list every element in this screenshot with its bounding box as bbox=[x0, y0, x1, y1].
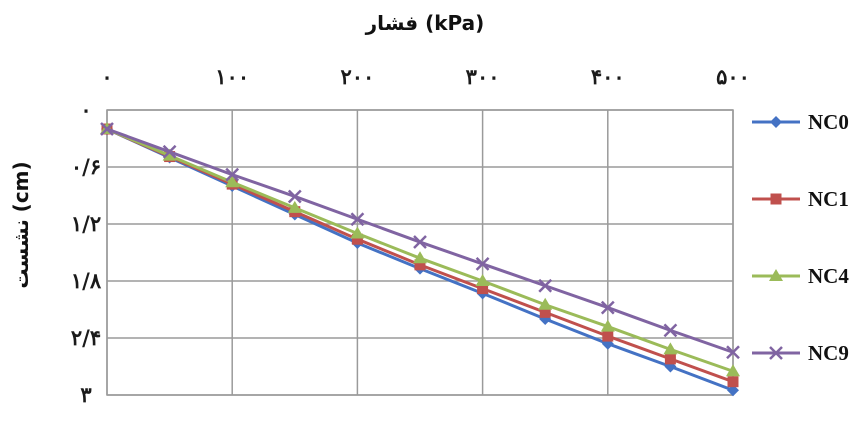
x-tick-labels: ۰ ۱۰۰ ۲۰۰ ۳۰۰ ۴۰۰ ۵۰۰ bbox=[101, 64, 750, 89]
data-point bbox=[770, 193, 782, 205]
y-tick-label: ۳ bbox=[80, 382, 92, 407]
data-point bbox=[287, 200, 302, 213]
data-point bbox=[414, 259, 426, 271]
data-point bbox=[770, 116, 782, 128]
y-tick-label: ۰/۶ bbox=[71, 154, 101, 179]
legend-label: NC4 bbox=[808, 264, 849, 288]
data-point bbox=[100, 122, 114, 136]
data-point bbox=[664, 353, 676, 365]
data-point bbox=[727, 384, 739, 397]
data-point bbox=[726, 364, 740, 377]
data-point bbox=[350, 226, 365, 239]
x-tick-label: ۳۰۰ bbox=[466, 64, 500, 89]
legend-item-nc1: NC1 bbox=[752, 187, 849, 211]
data-point bbox=[600, 300, 615, 315]
x-tick-label: ۱۰۰ bbox=[215, 64, 249, 89]
y-tick-labels: ۰ ۰/۶ ۱/۲ ۱/۸ ۲/۴ ۳ bbox=[71, 97, 102, 407]
data-point bbox=[663, 323, 678, 338]
legend-label: NC0 bbox=[808, 110, 849, 134]
data-point bbox=[413, 251, 427, 264]
data-point bbox=[538, 297, 553, 310]
data-point bbox=[287, 189, 302, 204]
data-point bbox=[413, 235, 427, 249]
series-group bbox=[100, 122, 740, 397]
data-point bbox=[475, 257, 490, 271]
data-point bbox=[162, 144, 177, 159]
legend-item-nc4: NC4 bbox=[752, 264, 849, 288]
data-point bbox=[769, 269, 783, 281]
x-tick-label: ۴۰۰ bbox=[591, 64, 625, 89]
series-line bbox=[106, 127, 734, 373]
legend-item-nc9: NC9 bbox=[752, 341, 849, 365]
x-axis-title: (kPa) فشار bbox=[365, 11, 485, 35]
grid bbox=[106, 109, 734, 396]
y-tick-label: ۲/۴ bbox=[71, 325, 101, 350]
y-tick-label: ۱/۲ bbox=[71, 211, 101, 236]
legend-label: NC9 bbox=[808, 341, 849, 365]
data-point bbox=[539, 306, 551, 318]
data-point bbox=[225, 167, 240, 182]
legend: NC0 NC1 NC4 NC9 bbox=[752, 110, 849, 365]
data-point bbox=[663, 342, 678, 355]
data-point bbox=[727, 376, 739, 388]
series-nc9 bbox=[100, 122, 740, 360]
data-point bbox=[600, 319, 615, 332]
data-point bbox=[162, 148, 177, 161]
x-tick-label: ۰ bbox=[101, 64, 112, 89]
y-tick-label: ۱/۸ bbox=[71, 268, 102, 293]
data-point bbox=[351, 233, 363, 245]
x-tick-label: ۵۰۰ bbox=[716, 64, 750, 89]
y-axis-title: (cm) نشست bbox=[9, 161, 33, 288]
data-point bbox=[726, 345, 740, 360]
data-point bbox=[225, 175, 240, 188]
data-point bbox=[538, 278, 553, 293]
data-point bbox=[602, 330, 614, 342]
legend-item-nc0: NC0 bbox=[752, 110, 849, 134]
data-point bbox=[769, 346, 783, 360]
legend-label: NC1 bbox=[808, 187, 849, 211]
y-tick-label: ۰ bbox=[80, 97, 91, 122]
data-point bbox=[475, 274, 490, 286]
x-tick-label: ۲۰۰ bbox=[340, 64, 374, 89]
data-point bbox=[350, 212, 365, 227]
data-point bbox=[477, 283, 489, 295]
